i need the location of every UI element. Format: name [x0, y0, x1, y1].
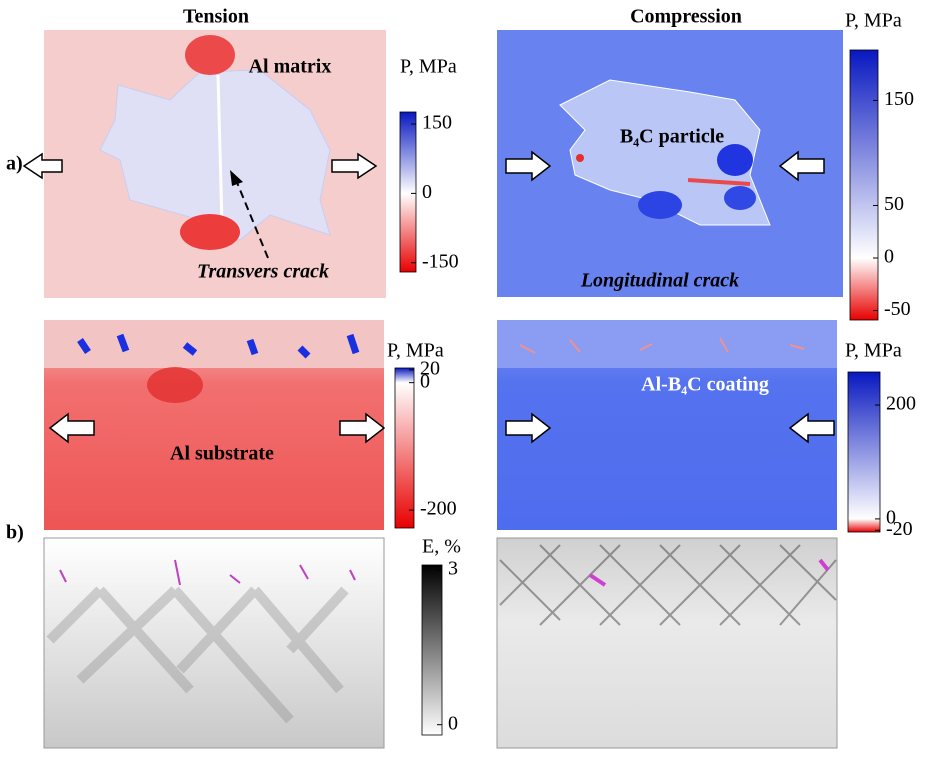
colorbar — [422, 565, 442, 735]
tick-label: 200 — [886, 393, 916, 415]
row-label: a) — [6, 153, 23, 175]
tick-label: 150 — [422, 112, 452, 134]
tick-label: 150 — [884, 88, 914, 110]
panel-tension-strain — [44, 538, 384, 748]
tick-label: 50 — [884, 193, 904, 215]
annotation: Al matrix — [249, 56, 332, 78]
panel-compression-strain — [497, 538, 837, 748]
annotation: Transvers crack — [197, 261, 329, 283]
colorbar — [395, 368, 414, 528]
row-label: b) — [6, 522, 24, 544]
annotation: Longitudinal crack — [580, 270, 739, 292]
annotation: Al-B₄C coating — [641, 374, 769, 396]
tick-label: -150 — [422, 250, 459, 272]
colorbar — [850, 50, 878, 320]
tick-label: -20 — [886, 518, 913, 540]
colorbar-title: P, MPa — [845, 10, 902, 32]
colorbar — [400, 112, 416, 272]
colorbar-title: P, MPa — [845, 340, 902, 362]
tick-label: -50 — [884, 298, 911, 320]
column-title: Compression — [630, 6, 742, 28]
colorbar-title: P, MPa — [400, 56, 457, 78]
tick-label: 0 — [884, 246, 894, 268]
tick-label: -200 — [420, 498, 457, 520]
tick-label: 0 — [420, 370, 430, 392]
panel-tension-substrate — [44, 320, 384, 530]
tick-label: 0 — [448, 712, 458, 734]
panel-compression-coating — [497, 320, 837, 530]
column-title: Tension — [183, 6, 249, 28]
tick-label: 0 — [422, 181, 432, 203]
figure: Tension Compression a) b) Al matrix Tran… — [0, 0, 944, 752]
annotation: Al substrate — [170, 443, 274, 465]
annotation: B₄C particle — [620, 126, 724, 148]
colorbar-title: E, % — [422, 536, 461, 558]
colorbar — [848, 372, 880, 532]
tick-label: 3 — [448, 558, 458, 580]
